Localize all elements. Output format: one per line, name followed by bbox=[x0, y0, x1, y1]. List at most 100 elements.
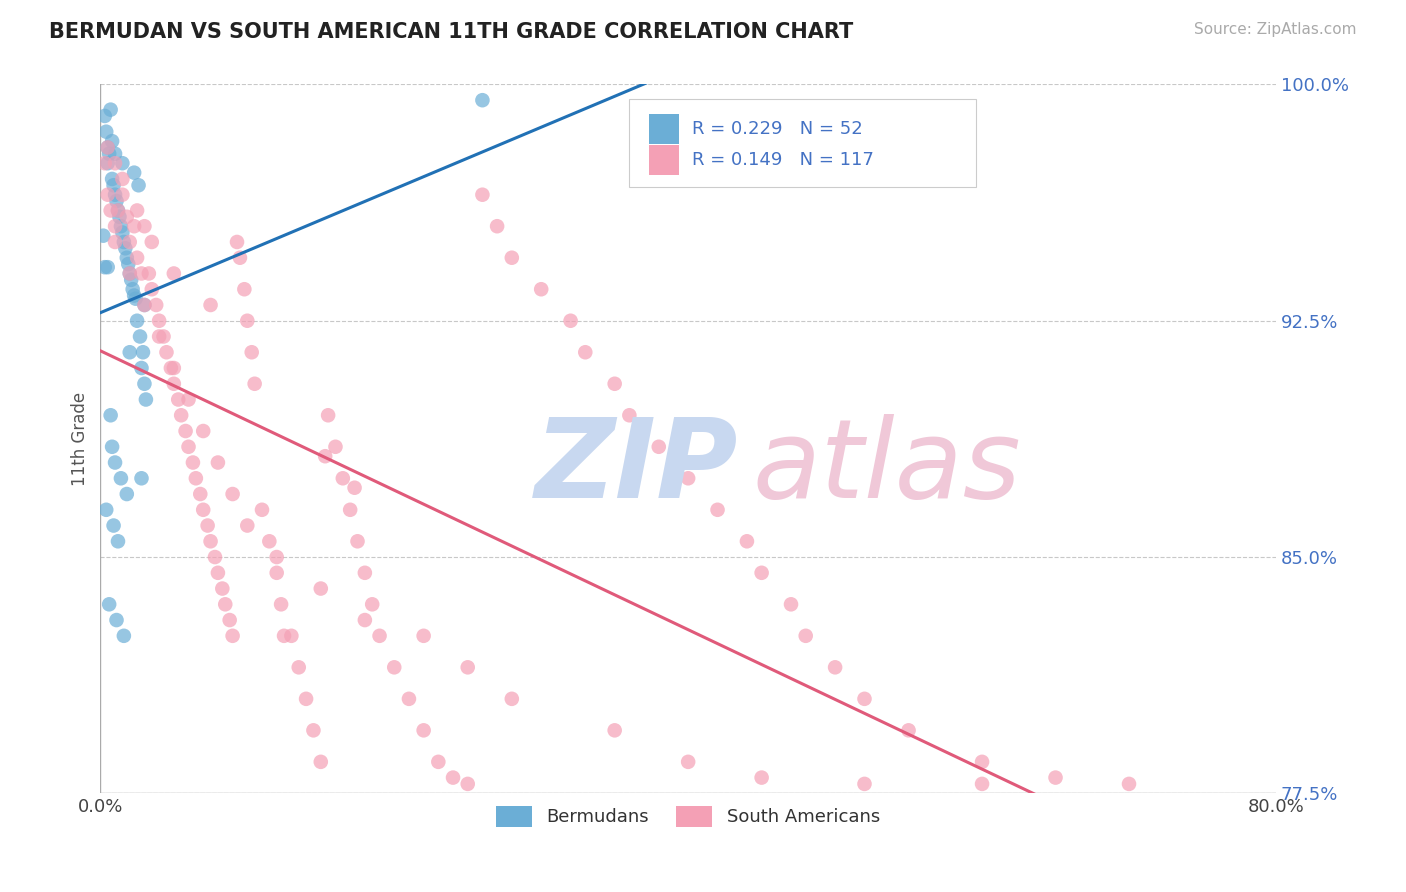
Point bbox=[218, 613, 240, 627]
Point bbox=[138, 267, 160, 281]
Point bbox=[236, 518, 259, 533]
Text: R = 0.229   N = 52: R = 0.229 N = 52 bbox=[692, 120, 862, 138]
Point bbox=[457, 660, 479, 674]
Point bbox=[118, 235, 141, 249]
Point bbox=[118, 267, 141, 281]
Point bbox=[486, 219, 509, 234]
Point bbox=[343, 481, 366, 495]
Point bbox=[100, 409, 122, 423]
Point bbox=[240, 345, 263, 359]
Point bbox=[97, 140, 120, 154]
Point bbox=[780, 597, 803, 611]
Point bbox=[111, 187, 134, 202]
Point bbox=[221, 629, 243, 643]
Point bbox=[177, 392, 200, 407]
Point bbox=[100, 203, 122, 218]
Point bbox=[107, 203, 129, 218]
Point bbox=[441, 771, 464, 785]
Point bbox=[112, 235, 135, 249]
Point bbox=[354, 566, 377, 580]
Point bbox=[181, 456, 204, 470]
Point bbox=[751, 566, 773, 580]
Point bbox=[108, 210, 131, 224]
Point bbox=[118, 345, 141, 359]
Point bbox=[170, 409, 193, 423]
Point bbox=[101, 134, 124, 148]
Point bbox=[145, 298, 167, 312]
Point bbox=[316, 409, 339, 423]
Point bbox=[214, 597, 236, 611]
Point bbox=[346, 534, 368, 549]
Point bbox=[163, 267, 186, 281]
Point bbox=[339, 503, 361, 517]
Text: R = 0.149   N = 117: R = 0.149 N = 117 bbox=[692, 152, 873, 169]
Point bbox=[735, 534, 758, 549]
Point bbox=[354, 613, 377, 627]
Point bbox=[970, 755, 993, 769]
Point bbox=[111, 226, 134, 240]
Point bbox=[96, 503, 118, 517]
Point bbox=[382, 660, 405, 674]
Point bbox=[471, 187, 494, 202]
Point bbox=[706, 503, 728, 517]
Point bbox=[97, 156, 120, 170]
Text: BERMUDAN VS SOUTH AMERICAN 11TH GRADE CORRELATION CHART: BERMUDAN VS SOUTH AMERICAN 11TH GRADE CO… bbox=[49, 22, 853, 42]
Point bbox=[163, 376, 186, 391]
Point bbox=[266, 549, 288, 564]
Point bbox=[184, 471, 207, 485]
Point bbox=[751, 771, 773, 785]
Point bbox=[824, 660, 846, 674]
Point bbox=[471, 93, 494, 107]
Point bbox=[193, 424, 215, 438]
Point bbox=[236, 314, 259, 328]
Point bbox=[287, 660, 309, 674]
Point bbox=[204, 549, 226, 564]
Point bbox=[560, 314, 582, 328]
Point bbox=[302, 723, 325, 738]
Point bbox=[128, 178, 150, 193]
Point bbox=[200, 534, 222, 549]
Point bbox=[603, 376, 626, 391]
Point bbox=[325, 440, 347, 454]
FancyBboxPatch shape bbox=[630, 99, 976, 187]
Point bbox=[115, 487, 138, 501]
Point bbox=[243, 376, 266, 391]
Point bbox=[676, 471, 699, 485]
Point bbox=[676, 755, 699, 769]
Point bbox=[104, 219, 127, 234]
Point bbox=[104, 187, 127, 202]
Point bbox=[98, 146, 121, 161]
Point bbox=[530, 282, 553, 296]
Point bbox=[148, 314, 170, 328]
Point bbox=[501, 251, 523, 265]
Point bbox=[273, 629, 295, 643]
Point bbox=[1118, 777, 1140, 791]
Point bbox=[134, 219, 156, 234]
FancyBboxPatch shape bbox=[650, 145, 679, 175]
Point bbox=[103, 178, 125, 193]
Point bbox=[229, 251, 252, 265]
Point bbox=[332, 471, 354, 485]
Point bbox=[94, 156, 117, 170]
Point bbox=[110, 219, 132, 234]
Point bbox=[270, 597, 292, 611]
Point bbox=[101, 440, 124, 454]
Point bbox=[412, 629, 434, 643]
Point bbox=[853, 777, 876, 791]
Point bbox=[131, 361, 153, 376]
Point bbox=[314, 449, 336, 463]
Text: atlas: atlas bbox=[752, 414, 1021, 521]
Point bbox=[193, 503, 215, 517]
Point bbox=[104, 156, 127, 170]
Point bbox=[177, 440, 200, 454]
Point bbox=[200, 298, 222, 312]
Point bbox=[501, 691, 523, 706]
Point bbox=[211, 582, 233, 596]
Point bbox=[259, 534, 281, 549]
Point bbox=[148, 329, 170, 343]
Point bbox=[970, 777, 993, 791]
Y-axis label: 11th Grade: 11th Grade bbox=[72, 392, 89, 486]
Point bbox=[152, 329, 174, 343]
Point bbox=[111, 156, 134, 170]
Point bbox=[107, 203, 129, 218]
